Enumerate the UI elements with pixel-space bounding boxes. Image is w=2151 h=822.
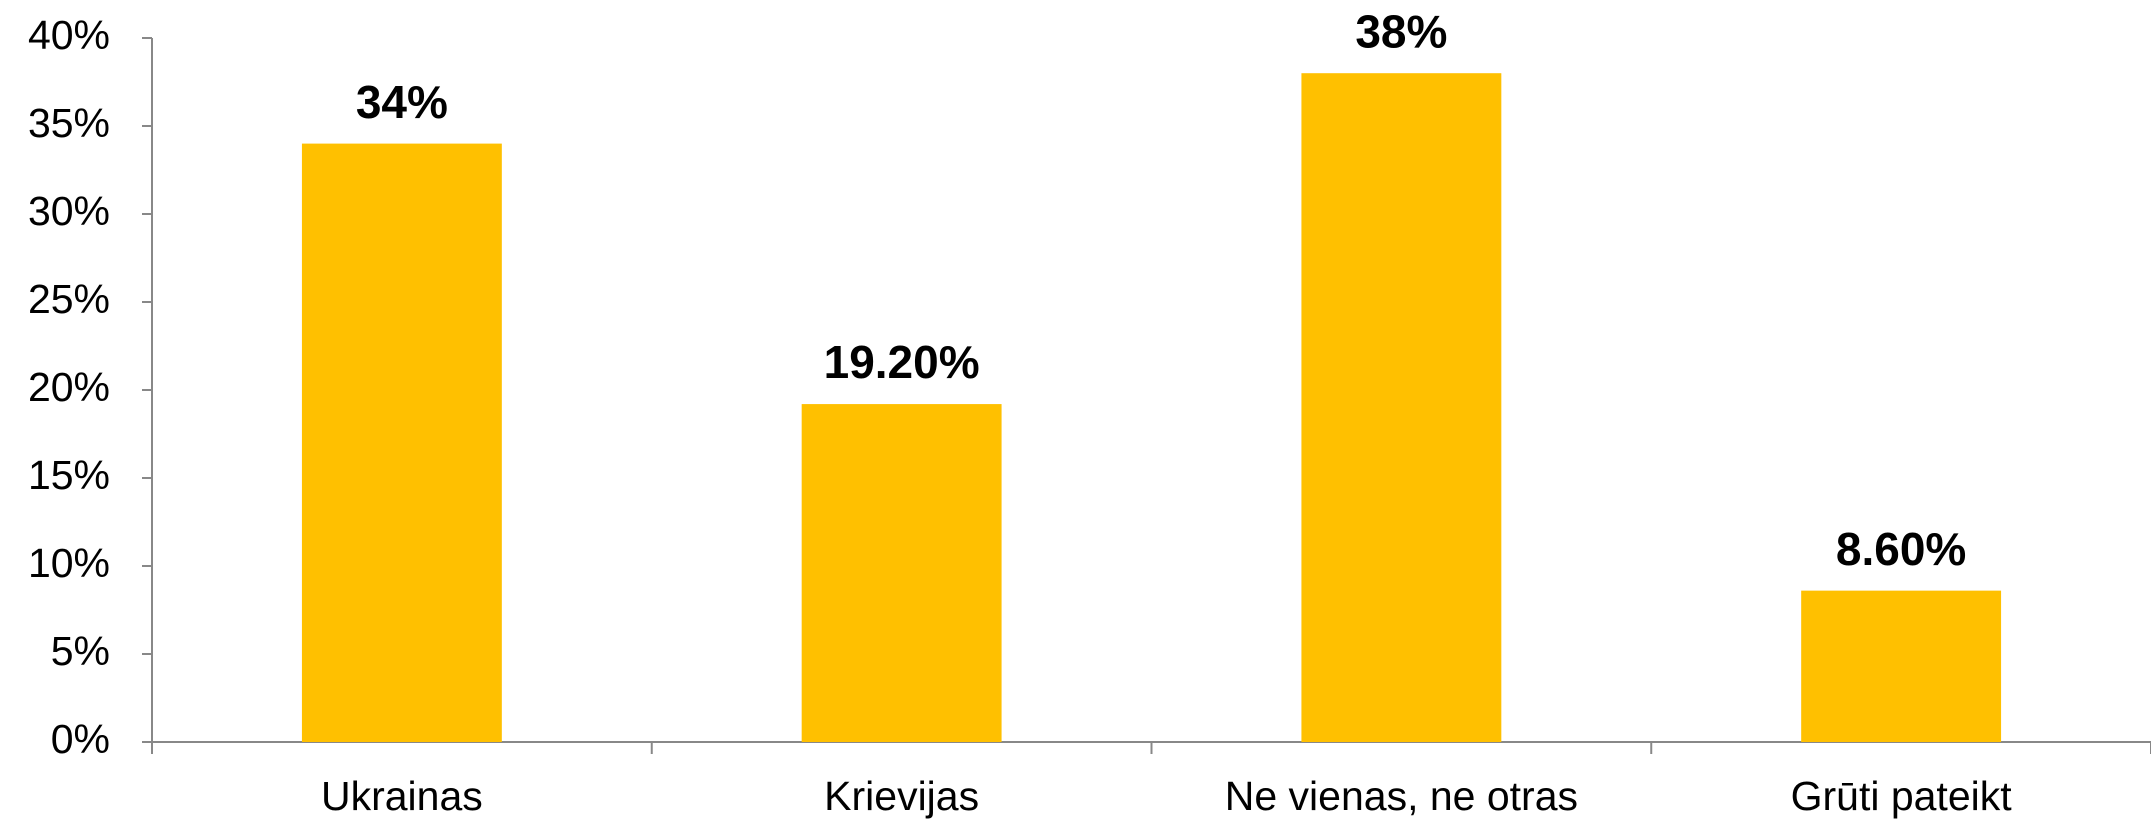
- y-tick-label: 10%: [28, 540, 110, 586]
- bar: [801, 404, 1002, 742]
- y-tick-label: 40%: [28, 12, 110, 58]
- y-tick-label: 0%: [51, 716, 110, 762]
- value-label: 8.60%: [1836, 523, 1966, 575]
- value-label: 34%: [356, 76, 448, 128]
- y-tick-label: 20%: [28, 364, 110, 410]
- value-label: 38%: [1355, 5, 1447, 57]
- y-tick-label: 15%: [28, 452, 110, 498]
- y-tick-label: 35%: [28, 100, 110, 146]
- x-tick-label: Krievijas: [824, 773, 979, 819]
- bar: [1801, 590, 2002, 742]
- x-tick-label: Ukrainas: [321, 773, 483, 819]
- x-tick-label: Ne vienas, ne otras: [1225, 773, 1578, 819]
- y-tick-label: 5%: [51, 628, 110, 674]
- value-label: 19.20%: [824, 336, 980, 388]
- y-tick-label: 25%: [28, 276, 110, 322]
- bar: [1301, 73, 1502, 742]
- y-tick-label: 30%: [28, 188, 110, 234]
- x-tick-label: Grūti pateikt: [1791, 773, 2013, 819]
- bar: [301, 143, 502, 743]
